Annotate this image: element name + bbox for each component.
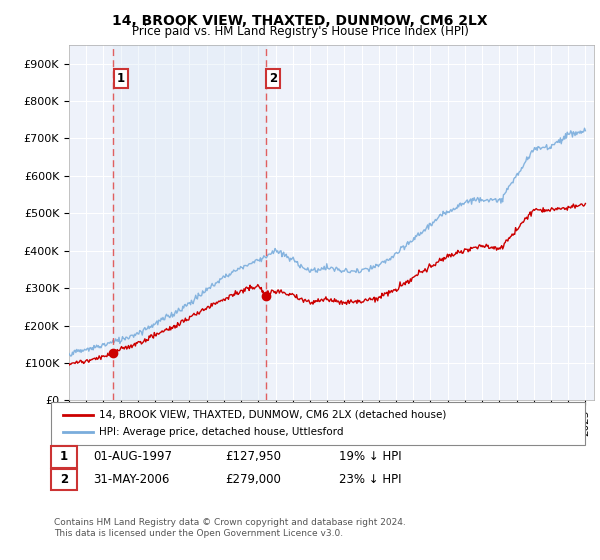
- Bar: [113, 45, 266, 400]
- Text: £127,950: £127,950: [225, 450, 281, 464]
- Text: 14, BROOK VIEW, THAXTED, DUNMOW, CM6 2LX: 14, BROOK VIEW, THAXTED, DUNMOW, CM6 2LX: [112, 14, 488, 28]
- Text: 1: 1: [60, 450, 68, 464]
- Text: 14, BROOK VIEW, THAXTED, DUNMOW, CM6 2LX (detached house): 14, BROOK VIEW, THAXTED, DUNMOW, CM6 2LX…: [99, 410, 446, 420]
- Text: This data is licensed under the Open Government Licence v3.0.: This data is licensed under the Open Gov…: [54, 529, 343, 538]
- Text: Contains HM Land Registry data © Crown copyright and database right 2024.: Contains HM Land Registry data © Crown c…: [54, 518, 406, 527]
- Text: £279,000: £279,000: [225, 473, 281, 486]
- Text: Price paid vs. HM Land Registry's House Price Index (HPI): Price paid vs. HM Land Registry's House …: [131, 25, 469, 38]
- Text: 31-MAY-2006: 31-MAY-2006: [93, 473, 169, 486]
- Text: 01-AUG-1997: 01-AUG-1997: [93, 450, 172, 464]
- Text: 2: 2: [60, 473, 68, 486]
- Text: 1: 1: [117, 72, 125, 85]
- Text: 23% ↓ HPI: 23% ↓ HPI: [339, 473, 401, 486]
- Text: HPI: Average price, detached house, Uttlesford: HPI: Average price, detached house, Uttl…: [99, 427, 343, 437]
- Text: 2: 2: [269, 72, 277, 85]
- Text: 19% ↓ HPI: 19% ↓ HPI: [339, 450, 401, 464]
